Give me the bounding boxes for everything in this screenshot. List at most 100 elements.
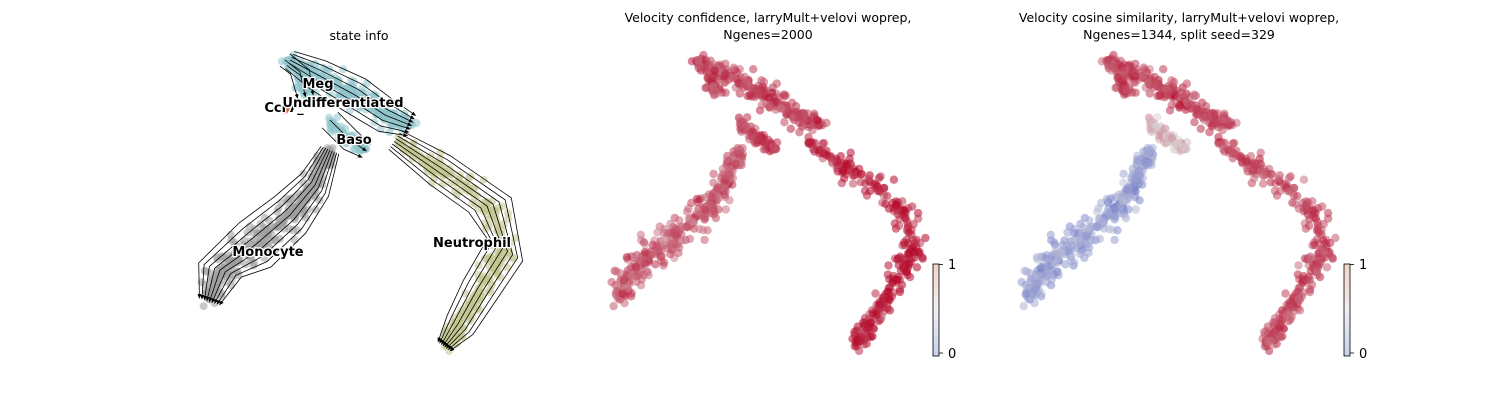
cell-point-neutrophil (1242, 164, 1252, 173)
cell-point-neutrophil (454, 174, 463, 183)
cell-point-monocyte (1046, 230, 1056, 239)
cell-point-monocyte (709, 169, 718, 179)
cell-point-monocyte (293, 226, 302, 235)
velocity-streamline (286, 65, 410, 134)
cell-point-monocyte (230, 238, 239, 247)
velocity-streamline (289, 59, 413, 126)
cell-point-undifferentiated (788, 113, 798, 123)
cell-point-monocyte (1131, 205, 1141, 214)
cell-point-meg (1120, 66, 1129, 75)
velocity-streamline (401, 130, 524, 352)
cell-point-baso (1154, 131, 1164, 140)
cell-point-neutrophil (492, 267, 501, 276)
cell-point-neutrophil (895, 287, 905, 297)
cell-point-monocyte (227, 275, 236, 284)
cell-point-monocyte (622, 253, 632, 262)
cell-point-monocyte (682, 207, 692, 216)
cell-point-neutrophil (1331, 233, 1340, 243)
cell-point-neutrophil (1250, 174, 1259, 183)
cell-point-monocyte (675, 243, 684, 252)
velocity-streamline (284, 59, 307, 98)
cell-point-monocyte (1105, 224, 1114, 234)
cell-point-monocyte (1041, 262, 1051, 272)
cell-point-monocyte (659, 236, 668, 246)
cell-point-neutrophil (1217, 140, 1227, 149)
velocity-streamline (393, 140, 503, 347)
cell-point-monocyte (636, 230, 645, 239)
cell-point-undifferentiated (808, 126, 817, 135)
cell-point-baso (757, 133, 767, 143)
cell-point-monocyte (700, 206, 710, 215)
cell-point-neutrophil (1268, 318, 1278, 327)
velocity-streamline (200, 146, 324, 300)
cell-point-neutrophil (902, 267, 912, 276)
velocity-streamline (203, 147, 326, 301)
cell-point-monocyte (1105, 211, 1114, 220)
cell-point-monocyte (714, 193, 724, 202)
cell-point-baso (737, 127, 746, 136)
cell-point-neutrophil (497, 225, 506, 234)
cell-point-neutrophil (921, 233, 930, 243)
cell-point-monocyte (1019, 301, 1028, 311)
cell-point-neutrophil (1302, 200, 1311, 209)
cell-point-neutrophil (1274, 174, 1284, 183)
cell-point-undifferentiated (786, 124, 795, 133)
cell-point-undifferentiated (385, 128, 394, 137)
cell-point-undifferentiated (740, 79, 749, 88)
cell-point-monocyte (666, 249, 675, 259)
cell-point-neutrophil (918, 253, 927, 262)
cell-point-neutrophil (849, 171, 858, 180)
cell-point-monocyte (631, 262, 641, 272)
cell-point-monocyte (733, 149, 742, 158)
colorbar-tick-max: 1 (948, 258, 956, 273)
cell-point-neutrophil (1227, 146, 1236, 155)
cell-point-neutrophil (848, 179, 858, 188)
cell-point-monocyte (725, 196, 734, 205)
cell-point-neutrophil (508, 253, 517, 262)
cell-point-undifferentiated (1145, 89, 1155, 98)
cell-point-neutrophil (433, 166, 442, 175)
cell-point-baso (759, 145, 768, 154)
cell-point-neutrophil (466, 300, 475, 309)
cell-point-undifferentiated (749, 65, 758, 74)
cell-point-undifferentiated (791, 102, 801, 111)
cell-point-neutrophil (485, 288, 494, 296)
cell-point-undifferentiated (1186, 104, 1196, 113)
cell-point-monocyte (651, 260, 660, 269)
cell-point-monocyte (672, 231, 681, 240)
cell-point-neutrophil (895, 221, 904, 230)
cell-point-neutrophil (422, 164, 431, 173)
cell-point-undifferentiated (335, 91, 344, 100)
cell-point-undifferentiated (1131, 59, 1140, 68)
cell-point-monocyte (311, 205, 320, 214)
cell-point-meg (695, 61, 704, 70)
cell-point-monocyte (648, 240, 658, 249)
cell-point-monocyte (1069, 236, 1079, 246)
cell-point-baso (1178, 142, 1188, 152)
cell-point-undifferentiated (370, 90, 379, 99)
cell-point-monocyte (722, 171, 731, 180)
cell-point-neutrophil (1284, 173, 1294, 183)
panel-1-title: state info (329, 28, 388, 43)
cell-point-meg (711, 85, 721, 95)
cell-point-neutrophil (866, 318, 876, 327)
panel-3-title-line-1: Velocity cosine similarity, larryMult+ve… (1019, 10, 1339, 25)
cell-point-neutrophil (1305, 287, 1315, 297)
cell-point-neutrophil (912, 263, 922, 272)
cell-point-monocyte (713, 184, 722, 193)
cell-point-monocyte (1061, 260, 1070, 269)
cluster-label-neutrophil: Neutrophil (433, 236, 511, 251)
panel-state-info: state info Meg Ccr7_ Undifferentiated Ba… (197, 28, 524, 355)
velocity-streamline (288, 62, 411, 130)
velocity-streamline (205, 148, 329, 302)
cell-point-neutrophil (485, 221, 494, 230)
cell-point-neutrophil (1317, 225, 1326, 234)
cell-point-undifferentiated (1220, 109, 1229, 119)
cell-point-neutrophil (1294, 261, 1303, 270)
cell-point-undifferentiated (379, 113, 387, 122)
cell-point-monocyte (627, 292, 636, 301)
cell-point-monocyte (243, 228, 252, 237)
cell-point-monocyte (731, 159, 740, 168)
panel-2-title-line-2: Ngenes=2000 (723, 27, 812, 42)
cell-point-monocyte (291, 206, 300, 215)
